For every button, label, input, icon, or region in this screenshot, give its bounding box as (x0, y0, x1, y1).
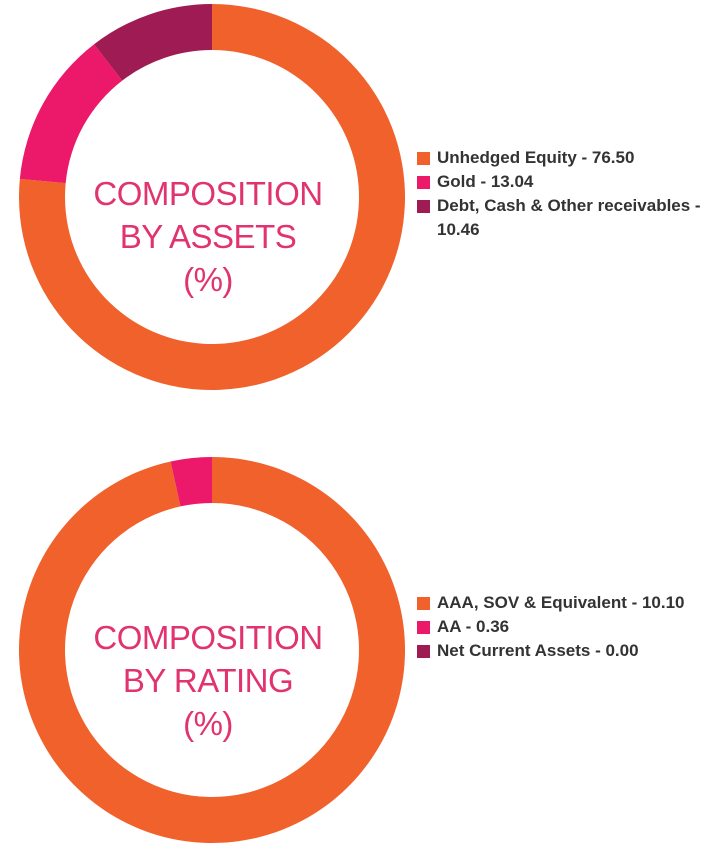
legend-label: Gold - 13.04 (437, 172, 534, 191)
legend-item-aaa-sov: AAA, SOV & Equivalent - 10.10 (417, 591, 728, 615)
legend-label: Net Current Assets - 0.00 (437, 641, 639, 660)
legend-swatch (417, 597, 430, 610)
legend-item-aa: AA - 0.36 (417, 615, 728, 639)
slice-debt-cash-other-receivables (94, 4, 212, 81)
assets-legend: Unhedged Equity - 76.50 Gold - 13.04 Deb… (417, 146, 728, 242)
legend-swatch (417, 645, 430, 658)
rating-title-line-1: COMPOSITION (93, 619, 323, 656)
legend-swatch (417, 621, 430, 634)
legend-swatch (417, 152, 430, 165)
slice-aa (170, 457, 212, 507)
legend-label: Unhedged Equity - 76.50 (437, 148, 635, 167)
rating-title-line-2: BY RATING (122, 662, 294, 699)
legend-label: AAA, SOV & Equivalent - 10.10 (437, 593, 685, 612)
legend-label: AA - 0.36 (437, 617, 510, 636)
rating-title-line-3: (%) (183, 705, 233, 742)
composition-by-rating-chart: COMPOSITION BY RATING (%) AAA, SOV & Equ… (0, 425, 728, 849)
slice-gold (19, 44, 123, 184)
legend-swatch (417, 176, 430, 189)
legend-swatch (417, 200, 430, 213)
legend-item-net-current-assets: Net Current Assets - 0.00 (417, 639, 728, 663)
assets-title-line-1: COMPOSITION (93, 175, 323, 212)
legend-item-unhedged-equity: Unhedged Equity - 76.50 (417, 146, 728, 170)
legend-label: Debt, Cash & Other receivables - 10.46 (437, 196, 701, 239)
assets-chart-title: COMPOSITION BY ASSETS (%) (42, 172, 374, 301)
rating-donut (18, 457, 405, 843)
legend-item-gold: Gold - 13.04 (417, 170, 728, 194)
rating-chart-title: COMPOSITION BY RATING (%) (42, 616, 374, 745)
composition-by-assets-chart: COMPOSITION BY ASSETS (%) Unhedged Equit… (18, 4, 728, 390)
rating-legend: AAA, SOV & Equivalent - 10.10 AA - 0.36 … (417, 591, 728, 663)
assets-title-line-3: (%) (183, 261, 233, 298)
legend-item-debt-cash-other: Debt, Cash & Other receivables - 10.46 (417, 194, 728, 242)
assets-donut (18, 4, 405, 390)
assets-title-line-2: BY ASSETS (119, 218, 297, 255)
